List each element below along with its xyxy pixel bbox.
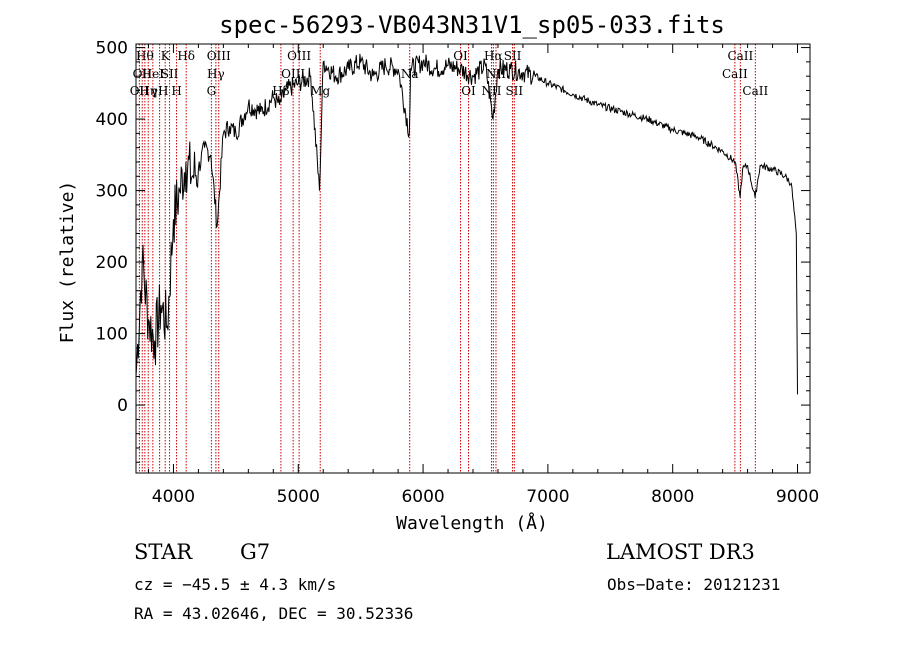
line-label-4: HeI (142, 67, 165, 81)
line-label-10: G (207, 84, 217, 98)
y-tick-label-3: 300 (96, 182, 128, 202)
y-tick-label-0: 0 (117, 396, 128, 416)
line-label-0: OII (130, 84, 150, 98)
x-axis-label: Wavelength (Å) (396, 512, 548, 534)
x-tick-label-4: 8000 (651, 487, 694, 507)
line-label-17: Na (401, 67, 419, 81)
line-label-11: Hγ (207, 67, 225, 81)
x-tick-label-2: 6000 (401, 487, 444, 507)
line-label-27: CaII (742, 84, 768, 98)
line-label-8: H (171, 84, 181, 98)
y-axis-label: Flux (relative) (57, 181, 78, 344)
line-label-16: Mg (310, 84, 330, 98)
line-label-7: SII (161, 67, 179, 81)
spectrum-trace (135, 53, 798, 395)
y-tick-label-1: 100 (96, 325, 128, 345)
line-label-24: SII (505, 84, 523, 98)
line-label-12: OIII (207, 49, 231, 63)
y-tick-label-4: 400 (96, 110, 128, 130)
y-tick-label-2: 200 (96, 253, 128, 273)
line-label-21: Hα (484, 49, 503, 63)
spectral-line-markers (138, 44, 756, 473)
line-label-26: CaII (727, 49, 753, 63)
line-label-3: Hη (139, 84, 157, 98)
line-label-20: NII (481, 84, 501, 98)
line-label-2: Hθ (136, 49, 154, 63)
line-label-23: SII (504, 49, 522, 63)
line-label-1: OII (133, 67, 153, 81)
object-subclass: G7 (240, 540, 271, 564)
observation-date: Obs−Date: 20121231 (607, 575, 781, 594)
line-label-5: γH (151, 84, 169, 98)
y-axis-ticks: 0 100 200 300 400 500 (96, 39, 810, 463)
spectral-line-labels: OIIOIIHθHηHeIγHKSIIHHδGHγOIIIHβOIIIOIIIM… (130, 49, 769, 98)
x-axis-ticks: 4000 5000 6000 7000 8000 9000 (147, 44, 819, 507)
object-class: STAR (134, 540, 193, 564)
sky-coordinates: RA = 43.02646, DEC = 30.52336 (134, 604, 414, 623)
line-label-9: Hδ (177, 49, 195, 63)
line-label-6: K (161, 49, 171, 63)
line-label-19: OI (461, 84, 476, 98)
chart-title: spec-56293-VB043N31V1_sp05-033.fits (219, 11, 725, 39)
line-label-25: CaII (722, 67, 748, 81)
line-label-13: Hβ (272, 84, 289, 98)
line-label-18: OI (453, 49, 468, 63)
plot-frame (135, 43, 811, 474)
survey-name: LAMOST DR3 (606, 540, 755, 564)
line-label-15: OIII (287, 49, 311, 63)
x-tick-label-3: 7000 (526, 487, 569, 507)
x-tick-label-1: 5000 (277, 487, 320, 507)
redshift-velocity: cz = −45.5 ± 4.3 km/s (134, 575, 337, 594)
x-tick-label-5: 9000 (776, 487, 819, 507)
x-tick-label-0: 4000 (152, 487, 195, 507)
y-tick-label-5: 500 (96, 39, 128, 59)
